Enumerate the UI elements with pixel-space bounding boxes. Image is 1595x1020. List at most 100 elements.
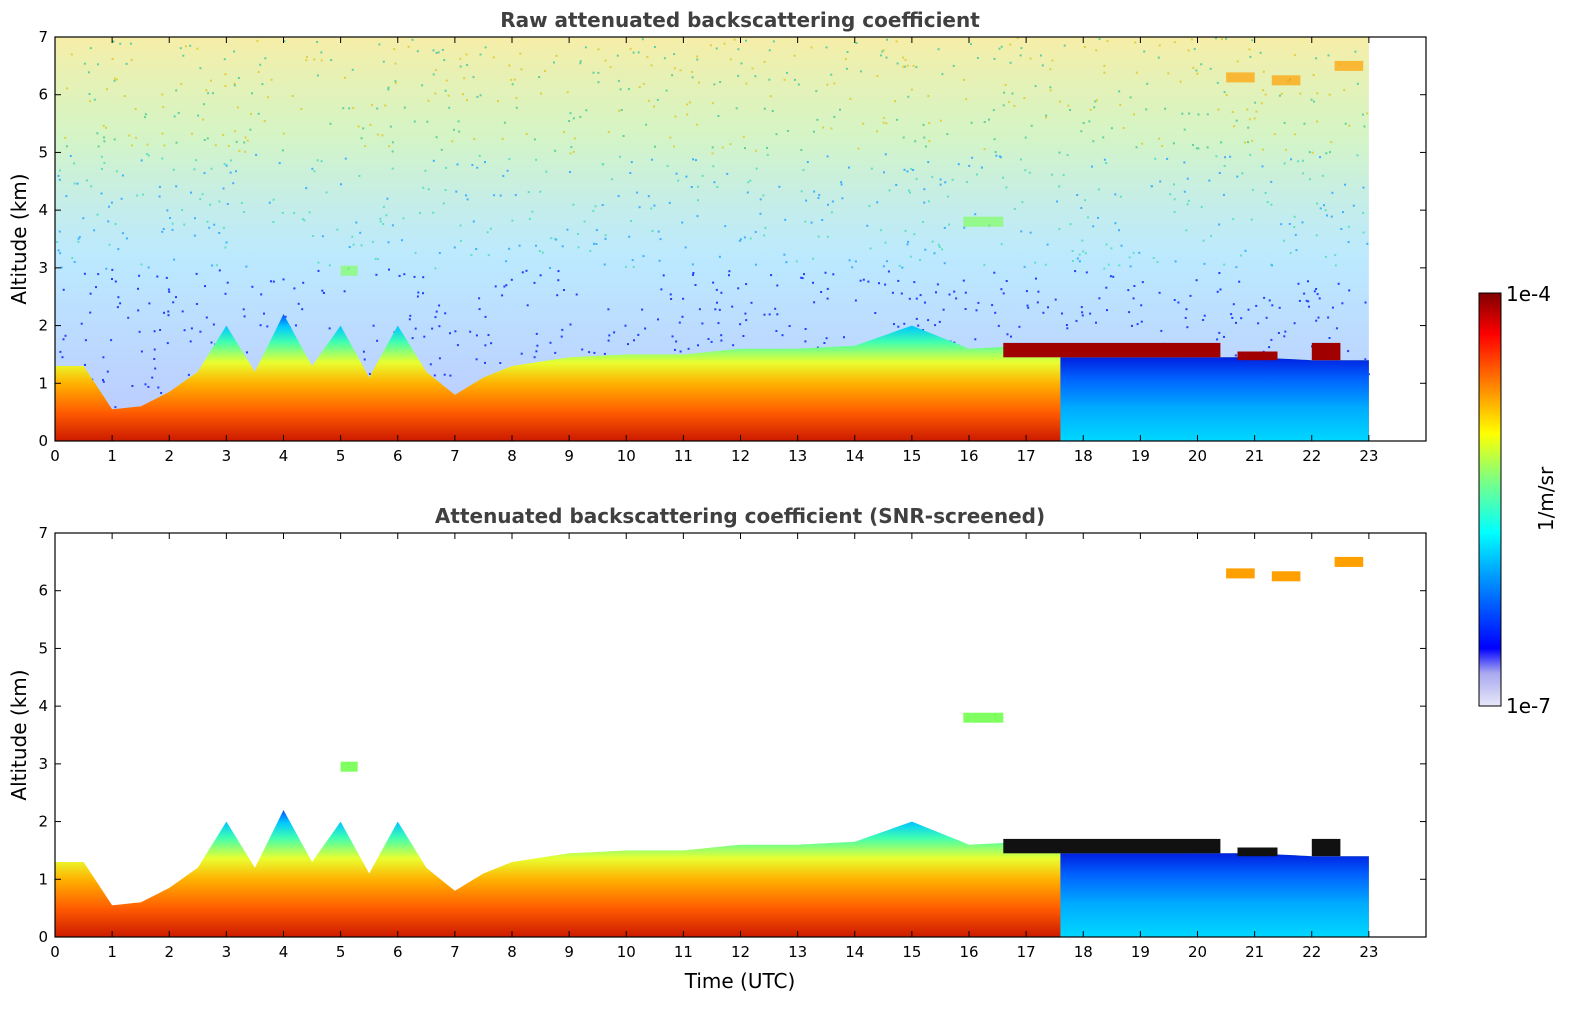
noise-speck [424,169,427,172]
noise-speck [999,156,1002,159]
noise-speck [302,218,304,221]
noise-speck [632,266,635,268]
noise-speck [637,51,640,54]
noise-speck [855,42,858,44]
noise-speck [1331,191,1334,194]
noise-speck [391,224,394,227]
noise-speck [1164,107,1167,110]
noise-speck [1093,106,1096,109]
elevated-layer [963,216,1004,227]
noise-speck [116,306,119,309]
noise-speck [1220,141,1223,144]
noise-speck [472,220,475,223]
noise-speck [1080,306,1083,309]
noise-speck [1092,140,1095,143]
noise-speck [884,241,887,244]
noise-speck [1114,222,1117,225]
noise-speck [1236,60,1239,63]
noise-speck [881,50,884,53]
x-tick-label: 23 [1359,447,1378,465]
noise-speck [953,341,956,344]
noise-speck [944,181,947,184]
noise-speck [136,194,139,197]
noise-speck [843,336,845,339]
noise-speck [1083,46,1086,48]
noise-speck [233,84,236,87]
noise-speck [964,308,967,310]
noise-speck [692,158,695,161]
noise-speck [674,115,677,118]
noise-speck [993,271,996,274]
noise-speck [1025,290,1028,293]
noise-speck [360,137,363,140]
noise-speck [572,117,575,120]
noise-speck [800,190,803,193]
noise-speck [168,290,171,293]
noise-speck [844,58,847,61]
noise-speck [903,168,906,171]
noise-speck [175,89,178,92]
noise-speck [330,59,333,62]
noise-speck [419,212,421,214]
noise-speck [1233,125,1236,128]
noise-speck [690,70,693,73]
noise-speck [619,88,622,91]
noise-speck [646,56,649,59]
noise-speck [386,197,389,200]
noise-speck [1348,289,1351,292]
noise-speck [1253,117,1256,120]
noise-speck [1058,151,1061,154]
noise-speck [941,73,944,76]
noise-speck [163,311,165,314]
noise-speck [793,54,796,57]
noise-speck [1363,125,1366,128]
noise-speck [572,203,575,206]
noise-speck [268,201,271,204]
noise-speck [716,301,718,304]
noise-speck [658,259,661,262]
noise-speck [909,191,911,194]
noise-speck [812,281,814,284]
noise-speck [696,58,699,61]
noise-speck [195,272,198,275]
y-tick-label: 2 [38,317,48,335]
noise-speck [199,330,202,333]
noise-speck [210,341,213,344]
noise-speck [402,217,405,220]
noise-speck [544,70,547,72]
noise-speck [175,185,178,188]
noise-speck [729,143,732,146]
elevated-layer [1334,556,1364,567]
noise-speck [737,287,740,290]
noise-speck [1225,94,1228,96]
noise-speck [297,302,300,305]
noise-speck [1230,313,1233,316]
noise-speck [884,153,887,156]
noise-speck [272,280,275,283]
noise-speck [1247,141,1249,144]
noise-speck [389,125,392,128]
noise-speck [1223,165,1226,167]
noise-speck [657,230,660,233]
noise-speck [1046,243,1049,246]
noise-speck [422,292,424,295]
noise-speck [1037,290,1040,293]
noise-speck [573,137,576,140]
noise-speck [898,264,901,267]
noise-speck [272,198,275,201]
noise-speck [1313,100,1315,103]
noise-speck [1066,154,1069,156]
noise-speck [743,236,746,239]
noise-speck [531,210,534,213]
noise-speck [501,294,504,297]
noise-speck [472,76,475,79]
noise-speck [1158,291,1161,294]
noise-speck [913,233,916,236]
noise-speck [817,235,820,238]
noise-speck [1000,243,1003,246]
noise-speck [681,221,684,224]
noise-speck [1347,241,1350,243]
panel1-title: Raw attenuated backscattering coefficien… [500,8,980,32]
noise-speck [624,324,627,327]
noise-speck [1183,128,1186,131]
